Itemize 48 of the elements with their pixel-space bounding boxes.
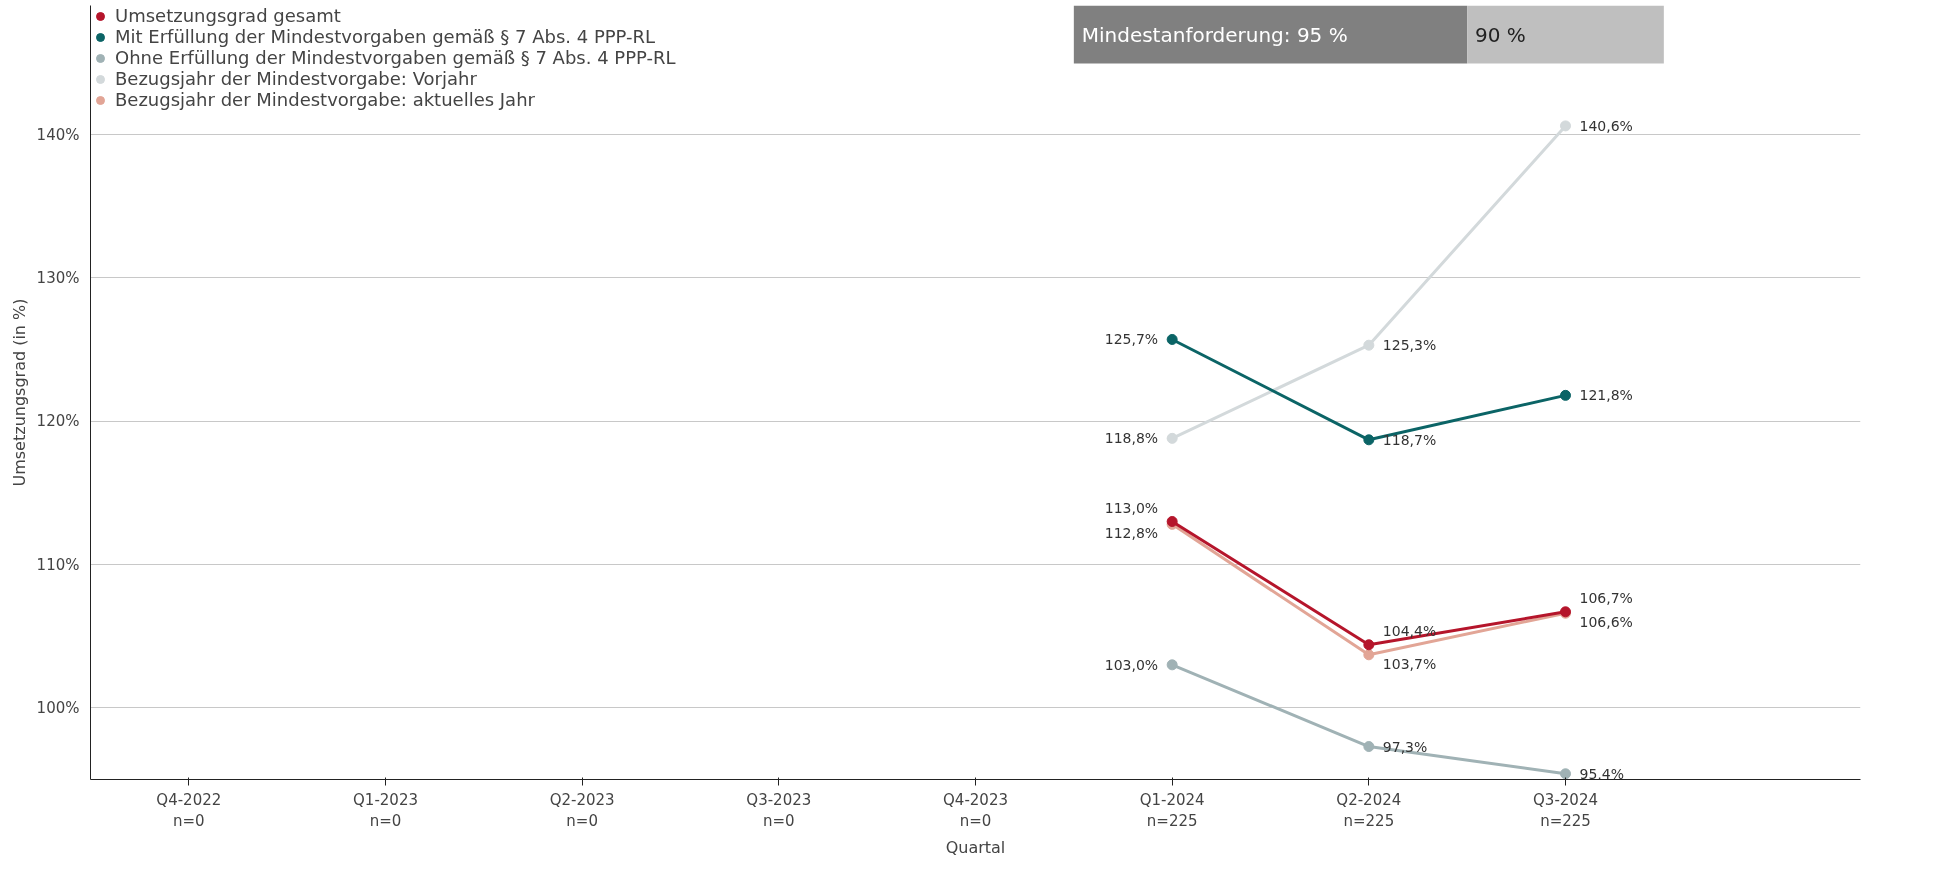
data-label: 125,3% [1382,337,1437,354]
data-label: 125,7% [1104,331,1159,348]
point [1363,741,1375,753]
data-label: 112,8% [1104,525,1159,542]
legend-label: Bezugsjahr der Mindestvorgabe: aktuelles Jahr [115,89,535,110]
point [1560,389,1571,401]
band-label: Mindestanforderung: 95 % [1081,22,1348,47]
data-label: 140,6% [1579,117,1633,134]
x-tick-label: Q1-2023 n=0 [353,790,418,831]
legend-label: Ohne Erfüllung der Mindestvorgaben gemäß § 7 Abs. 4 PPP-RL [115,47,676,68]
x-tick-label: Q3-2024 n=225 [1533,790,1598,831]
data-label: 95,4% [1579,765,1624,782]
y-tick-label: 100% [36,698,80,717]
x-tick-label: Q4-2022 n=0 [156,790,222,831]
legend-label: Bezugsjahr der Mindestvorgabe: Vorjahr [115,68,477,89]
data-label: 106,7% [1579,589,1633,606]
band-label: 90 % [1475,22,1526,47]
data-label: 118,7% [1382,431,1437,448]
x-tick-label: Q2-2024 n=225 [1336,790,1402,831]
x-tick-label: Q3-2023 n=0 [746,790,812,831]
data-label: 106,6% [1579,614,1633,631]
data-label: 121,8% [1579,387,1633,404]
x-tick-label: Q1-2024 n=225 [1139,790,1205,831]
data-label: 118,8% [1104,430,1159,447]
data-label: 104,4% [1382,622,1437,639]
point [1166,659,1178,671]
data-label: 97,3% [1382,738,1428,755]
point [1363,434,1375,446]
point [1363,649,1375,661]
y-tick-label: 110% [36,555,80,574]
data-label: 103,7% [1382,655,1437,672]
data-label: 113,0% [1104,499,1159,516]
legend-label: Mit Erfüllung der Mindestvorgaben gemäß § 7 Abs. 4 PPP-RL [115,26,656,47]
y-axis-title: Umsetzungsgrad (in %) [9,298,29,487]
y-tick-label: 130% [36,268,80,287]
data-label: 103,0% [1104,656,1159,673]
x-axis-title: Quartal [945,838,1006,858]
x-tick-label: Q4-2023 n=0 [943,790,1008,831]
point [1166,333,1178,345]
y-tick-label: 120% [36,412,80,431]
x-tick-label: Q2-2023 n=0 [549,790,615,831]
legend-label: Umsetzungsgrad gesamt [115,5,341,26]
point [1166,432,1178,444]
point [1363,339,1375,351]
point [1560,120,1571,132]
point [1363,639,1375,651]
point [1560,768,1571,780]
y-tick-label: 140% [36,125,80,144]
